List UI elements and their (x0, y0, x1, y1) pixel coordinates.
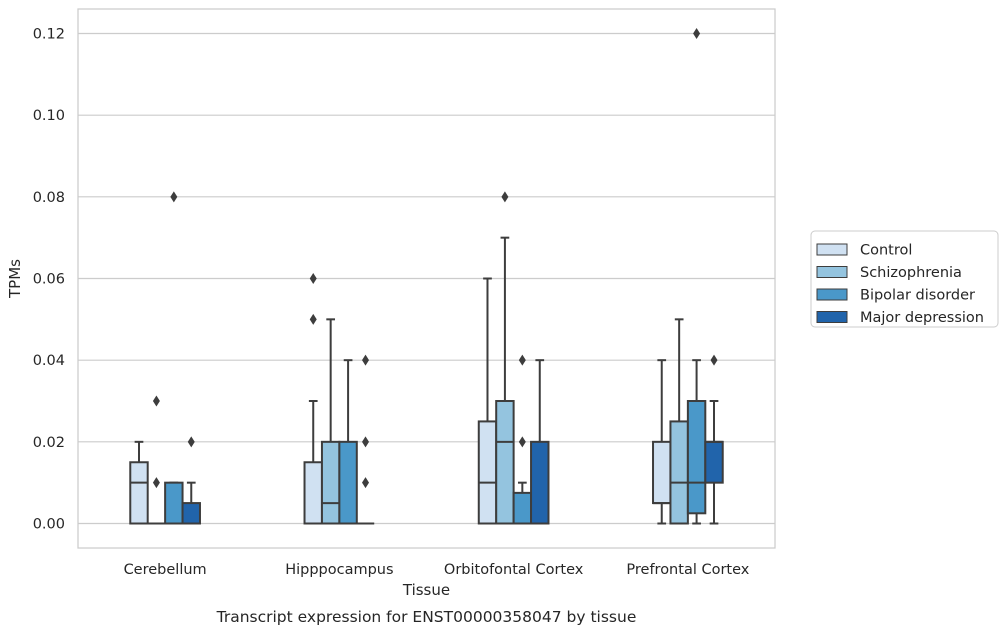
boxplot-marks (129, 28, 724, 525)
legend-frame (810, 230, 999, 328)
outlier-point (362, 354, 370, 366)
legend-swatch (816, 266, 848, 278)
legend-swatch (816, 288, 848, 301)
box (530, 440, 550, 525)
outlier-point (187, 436, 195, 448)
box-bipolar-disorder (338, 359, 358, 525)
box-bipolar-disorder (164, 191, 184, 525)
outlier-point (309, 313, 317, 325)
x-axis-label: Tissue (402, 581, 450, 599)
box (704, 440, 724, 484)
box-major-depression (356, 354, 375, 525)
outlier-point (710, 354, 718, 366)
y-tick-label: 0.00 (33, 517, 65, 533)
box (669, 420, 689, 525)
box-major-depression (704, 354, 724, 525)
outlier-point (170, 191, 178, 203)
box-control (303, 273, 323, 525)
box (495, 400, 515, 525)
box-schizophrenia (147, 395, 166, 525)
x-axis-ticks: Cerebellum Hipppocampus Orbitofontal Corte… (124, 562, 750, 578)
box-schizophrenia (669, 318, 689, 525)
legend-label: Schizophrenia (860, 265, 962, 281)
box-schizophrenia (320, 318, 341, 525)
x-tick-label: Hipppocampus (285, 562, 393, 578)
box-control (477, 277, 498, 525)
box (652, 440, 672, 505)
box (181, 502, 201, 525)
y-tick-label: 0.12 (33, 27, 65, 43)
y-axis-label: TPMs (6, 259, 24, 299)
legend: Control Schizophrenia Bipolar disorder Majo… (810, 230, 999, 328)
box-bipolar-disorder (512, 354, 533, 525)
box (320, 440, 341, 525)
legend-label: Major depression (860, 310, 984, 326)
outlier-point (362, 477, 370, 489)
box (164, 481, 184, 525)
legend-swatch (816, 311, 848, 323)
y-tick-label: 0.10 (33, 108, 65, 124)
legend-label: Bipolar disorder (860, 288, 975, 304)
y-tick-label: 0.06 (33, 272, 65, 288)
box-major-depression (530, 359, 550, 525)
y-tick-label: 0.08 (33, 190, 65, 206)
box-bipolar-disorder (686, 28, 707, 525)
box (303, 461, 323, 525)
box-schizophrenia (495, 191, 515, 525)
outlier-point (518, 436, 526, 448)
outlier-point (518, 354, 526, 366)
box-control (129, 440, 149, 525)
y-tick-label: 0.02 (33, 435, 65, 451)
box (512, 491, 533, 525)
chart-title: Transcript expression for ENST0000035804… (216, 608, 637, 626)
box (129, 461, 149, 525)
outlier-point (693, 28, 701, 39)
box-control (652, 359, 672, 525)
y-axis-ticks: 0.00 0.02 0.04 0.06 0.08 0.10 0.12 (33, 27, 65, 533)
box (686, 400, 707, 515)
outlier-point (309, 273, 317, 284)
box-major-depression (181, 436, 201, 525)
outlier-point (501, 191, 509, 203)
outlier-point (152, 477, 160, 489)
legend-swatch (816, 243, 848, 256)
legend-label: Control (860, 243, 912, 259)
x-tick-label: Orbitofontal Cortex (444, 562, 584, 578)
x-tick-label: Prefrontal Cortex (626, 562, 749, 578)
plot-frame (77, 8, 776, 549)
x-tick-label: Cerebellum (124, 562, 207, 578)
box (338, 440, 358, 525)
outlier-point (152, 395, 160, 407)
y-tick-label: 0.04 (33, 353, 65, 369)
box (477, 420, 498, 525)
outlier-point (362, 436, 370, 448)
